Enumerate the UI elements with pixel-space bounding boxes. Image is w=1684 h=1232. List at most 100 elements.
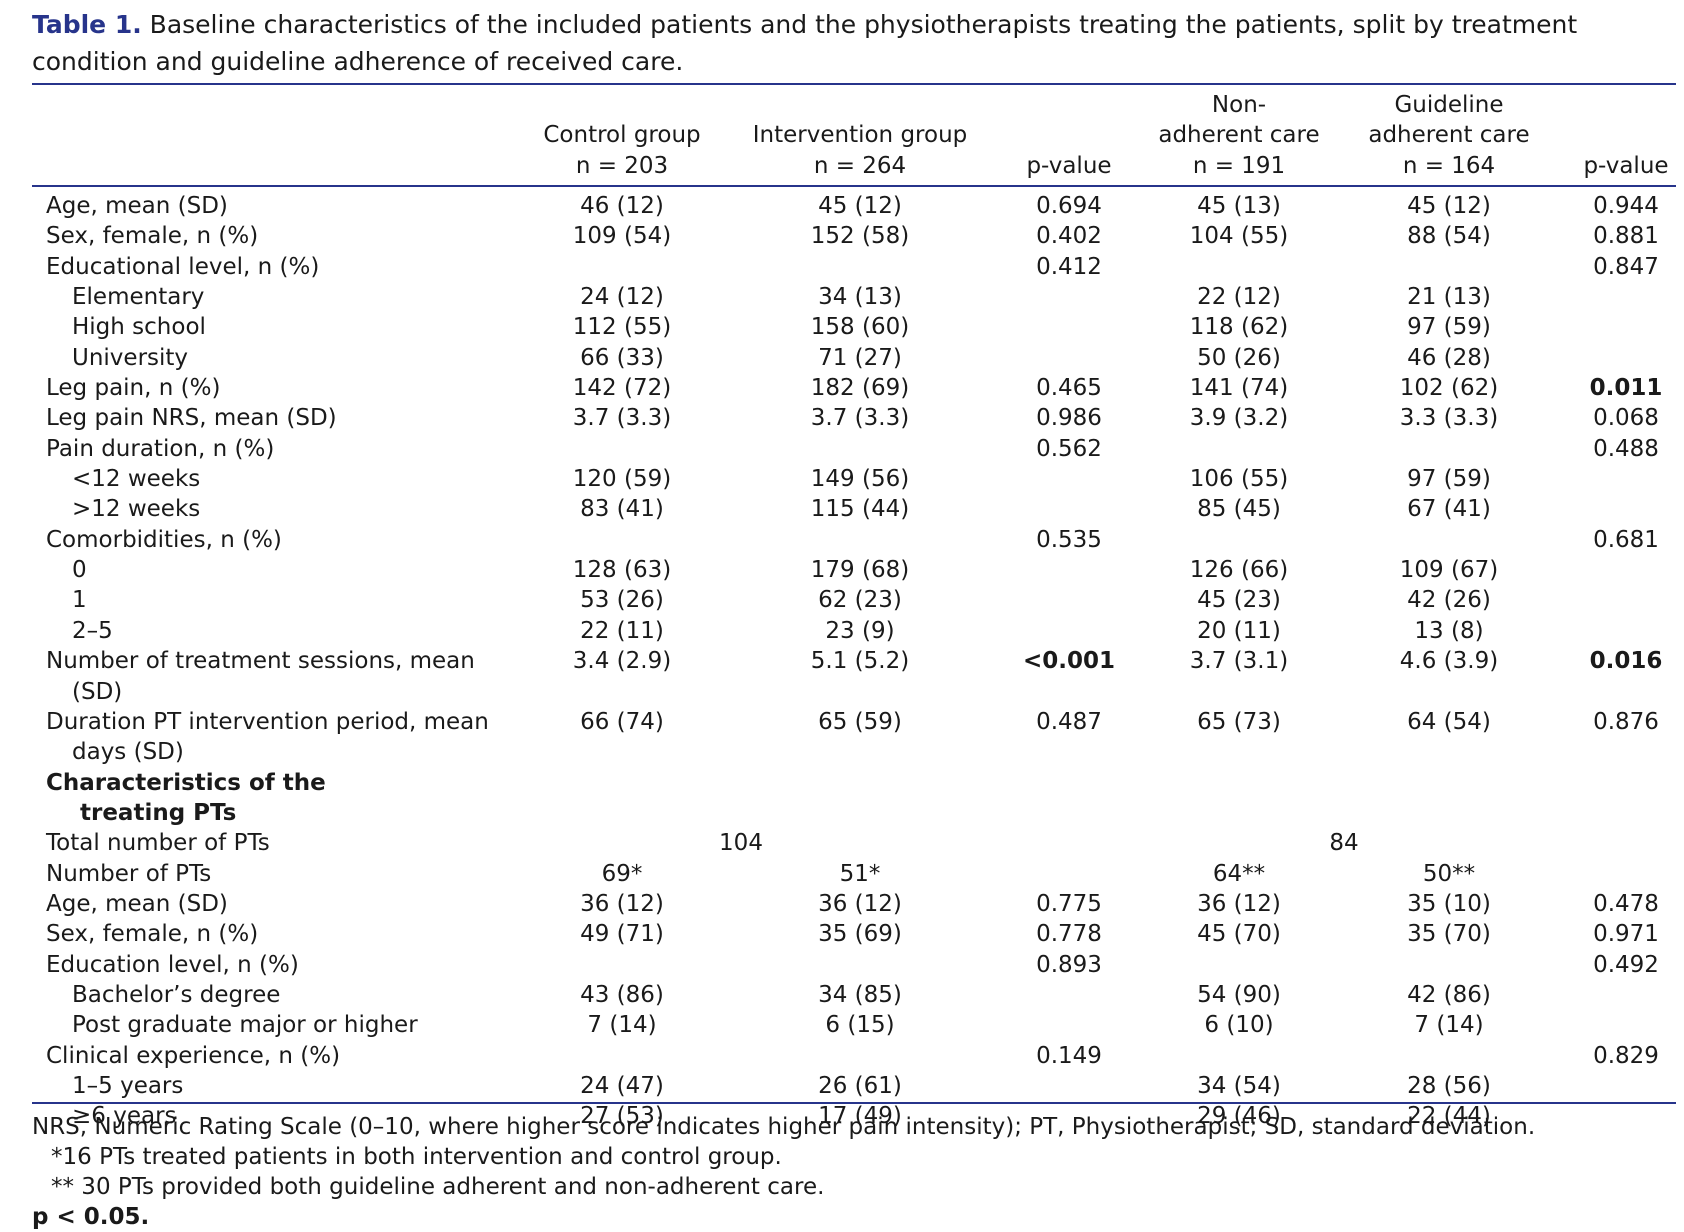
table-cell: 0.829	[1593, 1042, 1659, 1069]
row-label: <12 weeks	[72, 466, 201, 493]
table-cell: 0.465	[1036, 375, 1102, 402]
table-row: Number of PTs 69* 51* 64** 50**	[0, 859, 1684, 889]
row-label: Leg pain, n (%)	[46, 375, 221, 402]
table-cell: 22 (44)	[1407, 1103, 1491, 1130]
table-cell: 0.986	[1036, 405, 1102, 432]
table-cell: 24 (47)	[580, 1072, 664, 1099]
row-label: University	[72, 344, 189, 371]
table-cell: 35 (69)	[818, 921, 902, 948]
table-row: 2–5 22 (11) 23 (9) 20 (11) 13 (8)	[0, 616, 1684, 646]
table-cell: 34 (13)	[818, 284, 902, 311]
table-cell: 50 (26)	[1197, 344, 1281, 371]
top-rule	[32, 83, 1676, 85]
table-row: 1–5 years 24 (47) 26 (61) 34 (54) 28 (56)	[0, 1071, 1684, 1101]
table-cell: 51*	[839, 860, 881, 887]
table-cell: 64**	[1212, 860, 1266, 887]
table-cell: 118 (62)	[1189, 314, 1289, 341]
table-caption: Table 1. Baseline characteristics of the…	[32, 6, 1680, 80]
row-label: Number of treatment sessions, mean (SD)	[46, 648, 475, 705]
table-cell: 7 (14)	[587, 1012, 657, 1039]
table-cell: 0.778	[1036, 921, 1102, 948]
table-row: Duration PT intervention period, mean da…	[0, 707, 1684, 768]
spanning-cell: 84	[1329, 830, 1359, 857]
table-cell: 88 (54)	[1407, 223, 1491, 250]
table-row: Clinical experience, n (%) 0.149 0.829	[0, 1041, 1684, 1071]
table-cell: 50**	[1422, 860, 1476, 887]
table-cell: 42 (86)	[1407, 981, 1491, 1008]
row-label: >12 weeks	[72, 496, 201, 523]
column-header: Guideline	[1394, 91, 1504, 118]
row-label: Pain duration, n (%)	[46, 435, 275, 462]
table-cell: 45 (12)	[1407, 193, 1491, 219]
row-label: 1–5 years	[72, 1072, 184, 1099]
table-cell: 35 (70)	[1407, 921, 1491, 948]
table-cell: 65 (73)	[1197, 708, 1281, 735]
row-label: High school	[72, 314, 206, 341]
column-header: Intervention group	[752, 122, 968, 149]
table-cell: 0.478	[1593, 890, 1659, 917]
column-header: Non-	[1211, 91, 1267, 118]
table-cell: 109 (67)	[1399, 557, 1499, 584]
column-header: adherent care	[1158, 122, 1320, 149]
table-cell: 0.694	[1036, 193, 1102, 219]
table-cell: 120 (59)	[572, 466, 672, 493]
table-cell: 97 (59)	[1407, 466, 1491, 493]
footnote: *16 PTs treated patients in both interve…	[51, 1144, 782, 1170]
table-cell: 0.011	[1589, 375, 1663, 402]
table-cell: 0.488	[1593, 435, 1659, 462]
table-cell: 67 (41)	[1407, 496, 1491, 523]
table-row: High school 112 (55) 158 (60) 118 (62) 97 (5…	[0, 312, 1684, 342]
table-cell: 0.068	[1593, 405, 1659, 432]
table-row: Leg pain NRS, mean (SD) 3.7 (3.3) 3.7 (3.3…	[0, 403, 1684, 433]
table-cell: 179 (68)	[810, 557, 910, 584]
column-header: p-value	[1583, 152, 1669, 179]
table-cell: 142 (72)	[572, 375, 672, 402]
row-label: ≥6 years	[72, 1103, 177, 1130]
table-cell: 0.881	[1593, 223, 1659, 250]
table-cell: 53 (26)	[580, 587, 664, 614]
table-row: Leg pain, n (%) 142 (72) 182 (69) 0.465 141 …	[0, 373, 1684, 403]
table-cell: 66 (74)	[580, 708, 664, 735]
table-cell: 149 (56)	[810, 466, 910, 493]
table-cell: 85 (45)	[1197, 496, 1281, 523]
section-heading: Characteristics of the treating PTs	[46, 769, 326, 826]
table-row: Age, mean (SD) 36 (12) 36 (12) 0.775 36 (12)…	[0, 889, 1684, 919]
table-row: ≥6 years 27 (53) 17 (49) 29 (46) 22 (44)	[0, 1101, 1684, 1131]
table-cell: 0.562	[1036, 435, 1102, 462]
table-cell: 28 (56)	[1407, 1072, 1491, 1099]
table-cell: 0.681	[1593, 526, 1659, 553]
table-cell: 43 (86)	[580, 981, 664, 1008]
table-cell: 54 (90)	[1197, 981, 1281, 1008]
table-cell: 20 (11)	[1197, 617, 1281, 644]
table-cell: 0.847	[1593, 253, 1659, 280]
table-cell: 46 (12)	[580, 193, 664, 219]
table-row: Sex, female, n (%) 49 (71) 35 (69) 0.778 45 …	[0, 919, 1684, 949]
table-cell: 3.4 (2.9)	[572, 648, 672, 675]
row-label: Sex, female, n (%)	[46, 921, 259, 948]
table-cell: 0.971	[1593, 921, 1659, 948]
table-cell: 3.7 (3.1)	[1189, 648, 1289, 675]
table-cell: 0.487	[1036, 708, 1102, 735]
table-cell: 45 (13)	[1197, 193, 1281, 219]
table-cell: 66 (33)	[580, 344, 664, 371]
table-cell: 182 (69)	[810, 375, 910, 402]
table-row: Elementary 24 (12) 34 (13) 22 (12) 21 (13)	[0, 282, 1684, 312]
table-cell: 115 (44)	[810, 496, 910, 523]
table-cell: 64 (54)	[1407, 708, 1491, 735]
table-cell: 36 (12)	[1197, 890, 1281, 917]
table-cell: 46 (28)	[1407, 344, 1491, 371]
column-header: Control group	[543, 122, 701, 149]
caption-label: Table 1.	[32, 10, 142, 39]
table-cell: 6 (10)	[1204, 1012, 1274, 1039]
table-cell: 29 (46)	[1197, 1103, 1281, 1130]
table-cell: 26 (61)	[818, 1072, 902, 1099]
table-row: Sex, female, n (%) 109 (54) 152 (58) 0.402 1…	[0, 221, 1684, 251]
table-cell: 0.775	[1036, 890, 1102, 917]
row-label: 2–5	[72, 617, 113, 644]
row-label: Total number of PTs	[46, 830, 270, 857]
table-cell: 152 (58)	[810, 223, 910, 250]
table-cell: <0.001	[1022, 648, 1116, 675]
table-cell: 0.016	[1589, 648, 1663, 675]
table-cell: 27 (53)	[580, 1103, 664, 1130]
